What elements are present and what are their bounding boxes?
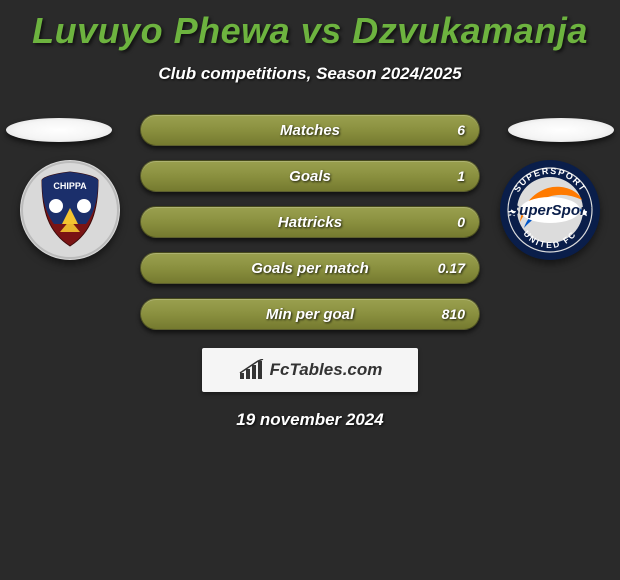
page-subtitle: Club competitions, Season 2024/2025 <box>0 64 620 84</box>
stat-value-right: 0.17 <box>438 260 465 276</box>
player-right-oval <box>508 118 614 142</box>
stats-column: Matches 6 Goals 1 Hattricks 0 Goals per … <box>140 114 480 330</box>
stat-value-right: 810 <box>442 306 465 322</box>
watermark-text: FcTables.com <box>270 360 383 380</box>
stat-label: Goals per match <box>251 260 369 277</box>
stat-value-right: 0 <box>457 214 465 230</box>
stat-row-hattricks: Hattricks 0 <box>140 206 480 238</box>
stat-row-min-per-goal: Min per goal 810 <box>140 298 480 330</box>
stat-value-right: 1 <box>457 168 465 184</box>
stat-label: Matches <box>280 122 340 139</box>
left-club-text: CHIPPA <box>53 181 87 191</box>
right-club-logo-text: SuperSport <box>509 202 592 219</box>
stat-value-right: 6 <box>457 122 465 138</box>
watermark: FcTables.com <box>202 348 418 392</box>
star-badge-icon: SUPERSPORT UNITED FC SuperSport <box>500 160 600 260</box>
stat-label: Hattricks <box>278 214 342 231</box>
page-title: Luvuyo Phewa vs Dzvukamanja <box>0 0 620 52</box>
stat-label: Min per goal <box>266 306 354 323</box>
shield-icon: CHIPPA <box>20 160 120 260</box>
stats-area: CHIPPA SUPERSPORT UNITED FC <box>0 114 620 330</box>
club-badge-right: SUPERSPORT UNITED FC SuperSport <box>500 160 600 260</box>
stat-row-goals-per-match: Goals per match 0.17 <box>140 252 480 284</box>
player-left-oval <box>6 118 112 142</box>
stat-row-goals: Goals 1 <box>140 160 480 192</box>
stat-label: Goals <box>289 168 331 185</box>
date-text: 19 november 2024 <box>0 410 620 430</box>
bar-chart-icon <box>238 359 264 381</box>
stat-row-matches: Matches 6 <box>140 114 480 146</box>
club-badge-left: CHIPPA <box>20 160 120 260</box>
